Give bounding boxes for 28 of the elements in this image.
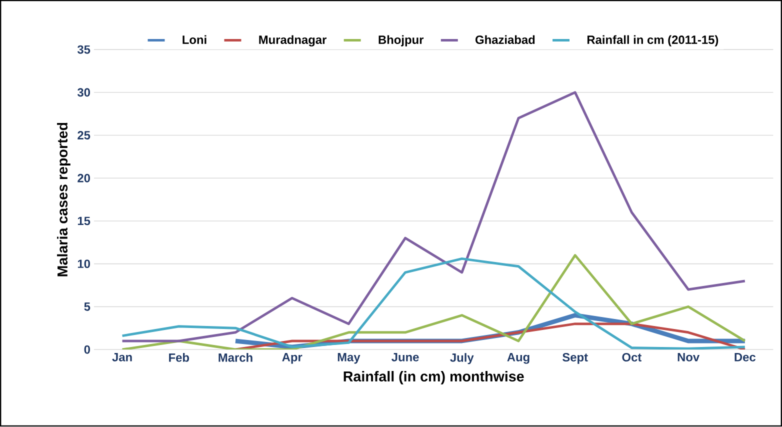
x-tick-label: Nov	[678, 353, 700, 362]
x-tick-label: Apr	[282, 353, 302, 364]
x-tick-label: July	[450, 353, 474, 364]
x-tick-label: Dec	[734, 353, 756, 362]
y-tick-label: 25	[78, 131, 90, 140]
x-tick-label: Feb	[169, 353, 190, 362]
y-tick-label: 20	[78, 174, 90, 183]
y-tick-label: 35	[77, 46, 90, 54]
x-tick-label: June	[392, 353, 419, 362]
y-tick-label: 10	[78, 260, 90, 268]
x-tick-label: Sept	[562, 353, 588, 364]
x-tick-label: March	[218, 353, 252, 362]
legend-label: Ghaziabad	[476, 35, 535, 44]
legend-label: Muradnagar	[259, 35, 327, 47]
x-tick-label: Oct	[622, 353, 642, 362]
line-series	[121, 91, 746, 342]
y-tick-label: 15	[78, 217, 90, 226]
legend-label: Bhojpur	[378, 35, 424, 47]
y-axis-title: Malaria cases reported	[57, 123, 70, 276]
y-tick-label: 5	[84, 302, 90, 312]
x-tick-label: May	[338, 353, 360, 364]
x-axis-title: Rainfall (in cm) monthwise	[344, 371, 524, 385]
y-tick-label: 0	[84, 346, 90, 354]
x-tick-label: Jan	[112, 353, 132, 362]
x-tick-label: Aug	[507, 353, 530, 364]
y-tick-label: 30	[77, 88, 90, 97]
legend-label: Rainfall in cm (2011-15)	[587, 35, 718, 47]
legend-label: Loni	[182, 35, 206, 44]
